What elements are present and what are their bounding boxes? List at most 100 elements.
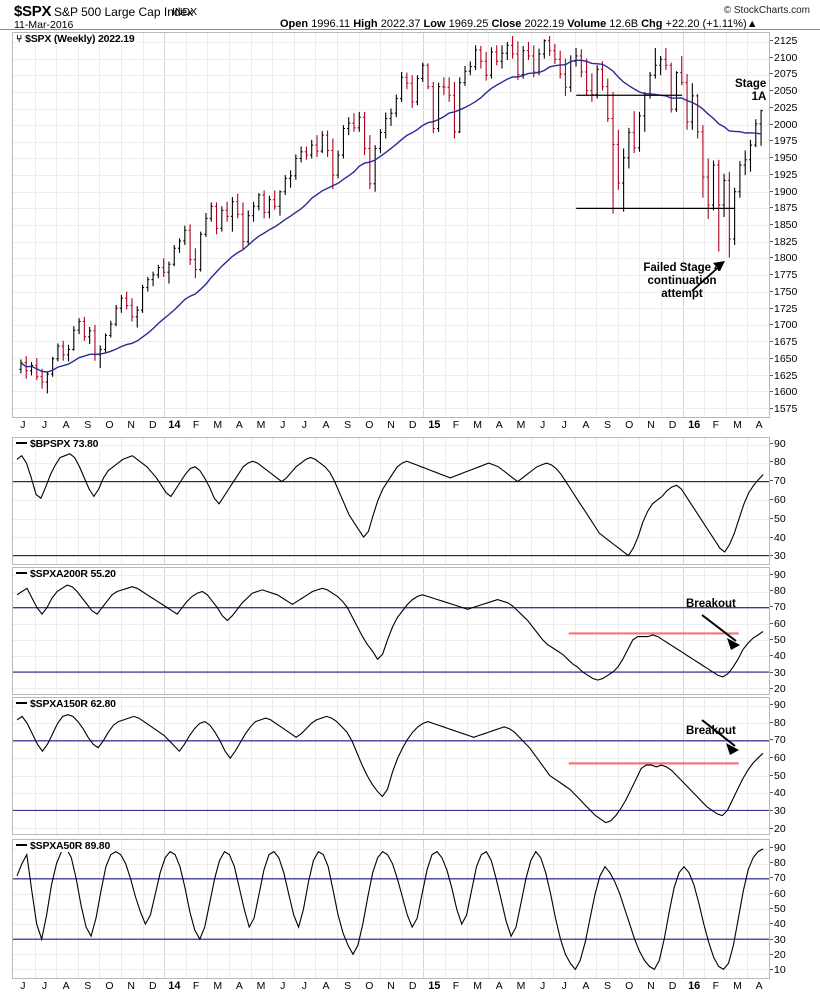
y-tick-label: 2075	[769, 68, 798, 81]
ohlc-bar	[56, 343, 60, 362]
annotation-stage-line1: Stage	[735, 78, 767, 90]
spxa150r-panel-label: $SPXA150R 62.80	[16, 698, 118, 710]
symbol-ticker: $SPX	[14, 3, 52, 20]
spxa150r-plot	[13, 698, 769, 834]
price-y-axis: 2125 2100 2075 2050 2025 2000 1975 1950 1925 1900…	[769, 32, 816, 418]
spxa50r-panel[interactable]	[12, 839, 770, 979]
x-tick-month: D	[148, 980, 157, 992]
ohlc-bar	[77, 318, 81, 335]
ohlc-bar	[579, 49, 583, 78]
y-tick-label: 2000	[769, 118, 798, 131]
ohlc-bar	[436, 82, 441, 132]
ohlc-bar	[241, 202, 245, 249]
ohlc-bar	[384, 112, 388, 139]
ohlc-bar	[93, 324, 97, 361]
x-tick-month: S	[84, 419, 92, 431]
x-tick-month: J	[301, 419, 307, 431]
ohlc-bar	[399, 71, 404, 102]
ohlc-bar	[262, 190, 266, 219]
annotation-failed-line3: attempt	[661, 288, 703, 300]
y-tick-label: 70	[770, 734, 786, 747]
x-tick-month: S	[84, 980, 92, 992]
ohlc-bar	[310, 139, 314, 159]
ohlc-bar	[674, 71, 679, 112]
ohlc-bar	[590, 73, 594, 102]
annotation-breakout-a150: Breakout	[686, 725, 736, 738]
low-label: Low	[423, 18, 446, 30]
x-tick-year: 14	[168, 419, 181, 431]
ohlc-bar	[130, 298, 134, 322]
x-tick-month: J	[280, 980, 286, 992]
x-tick-month: M	[473, 980, 482, 992]
ohlc-bar	[537, 48, 541, 76]
y-tick-label: 1925	[769, 168, 798, 181]
x-tick-month: A	[235, 980, 243, 992]
ohlc-bar	[722, 173, 726, 218]
x-tick-month: J	[20, 980, 26, 992]
bpspx-plot	[13, 438, 769, 564]
indicator-line	[16, 847, 764, 971]
ohlc-bar	[637, 111, 642, 152]
y-tick-label: 1575	[769, 402, 798, 415]
ohlc-bar	[611, 91, 615, 214]
ohlc-bar	[331, 138, 335, 190]
ohlc-bar	[606, 78, 610, 122]
ohlc-bar	[447, 77, 451, 102]
x-tick-month: A	[582, 419, 590, 431]
x-tick-month: O	[365, 419, 374, 431]
ohlc-bar	[225, 201, 229, 222]
ohlc-bar	[88, 326, 92, 345]
ohlc-bar	[325, 130, 330, 158]
ohlc-bar	[748, 139, 753, 172]
y-tick-label: 90	[770, 437, 786, 450]
ohlc-bar	[706, 158, 710, 220]
x-tick-month: A	[755, 980, 763, 992]
ohlc-bar	[511, 35, 515, 59]
ohlc-bar	[701, 125, 705, 198]
ohlc-bar	[489, 47, 494, 79]
ohlc-bar	[146, 276, 150, 292]
x-tick-month: O	[365, 980, 374, 992]
y-tick-label: 60	[770, 494, 786, 507]
bpspx-panel[interactable]	[12, 437, 770, 565]
x-tick-month: J	[561, 419, 567, 431]
y-tick-label: 1700	[769, 319, 798, 332]
ohlc-bar	[45, 372, 49, 394]
y-tick-label: 40	[770, 650, 786, 663]
y-tick-label: 1850	[769, 219, 798, 231]
ohlc-bar	[220, 206, 224, 232]
x-tick-month: O	[105, 419, 114, 431]
chg-value: +22.20 (+1.11%)	[665, 18, 747, 30]
x-tick-month: A	[495, 980, 503, 992]
ohlc-bar	[352, 113, 356, 132]
x-tick-month: M	[733, 419, 742, 431]
ohlc-bar	[421, 62, 425, 82]
y-tick-label: 80	[770, 456, 786, 469]
y-tick-label: 1825	[769, 235, 798, 248]
series-swatch-icon	[16, 702, 27, 705]
x-tick-month: D	[408, 980, 417, 992]
spxa150r-panel[interactable]	[12, 697, 770, 835]
ohlc-bar	[717, 159, 721, 252]
x-tick-month: A	[322, 419, 330, 431]
ohlc-bar	[19, 359, 23, 374]
x-tick-year: 16	[688, 419, 701, 431]
ohlc-bar	[246, 210, 250, 245]
spxa200r-panel[interactable]	[12, 567, 770, 695]
open-value: 1996.11	[311, 18, 351, 30]
spxa150r-panel-title: $SPXA150R 62.80	[30, 698, 116, 710]
x-tick-month: J	[301, 980, 307, 992]
ohlc-bar	[214, 202, 219, 235]
y-tick-label: 90	[770, 568, 786, 581]
ohlc-bar	[103, 333, 108, 353]
ohlc-bar	[82, 316, 86, 341]
x-tick-month: N	[387, 980, 395, 992]
x-tick-month: M	[213, 419, 223, 431]
ohlc-bar	[410, 75, 414, 108]
x-tick-month: S	[604, 419, 612, 431]
x-tick-month: A	[582, 980, 590, 992]
price-panel[interactable]	[12, 32, 770, 418]
x-tick-month: D	[408, 419, 417, 431]
ohlc-bar	[622, 148, 626, 212]
ohlc-bar	[616, 129, 620, 190]
